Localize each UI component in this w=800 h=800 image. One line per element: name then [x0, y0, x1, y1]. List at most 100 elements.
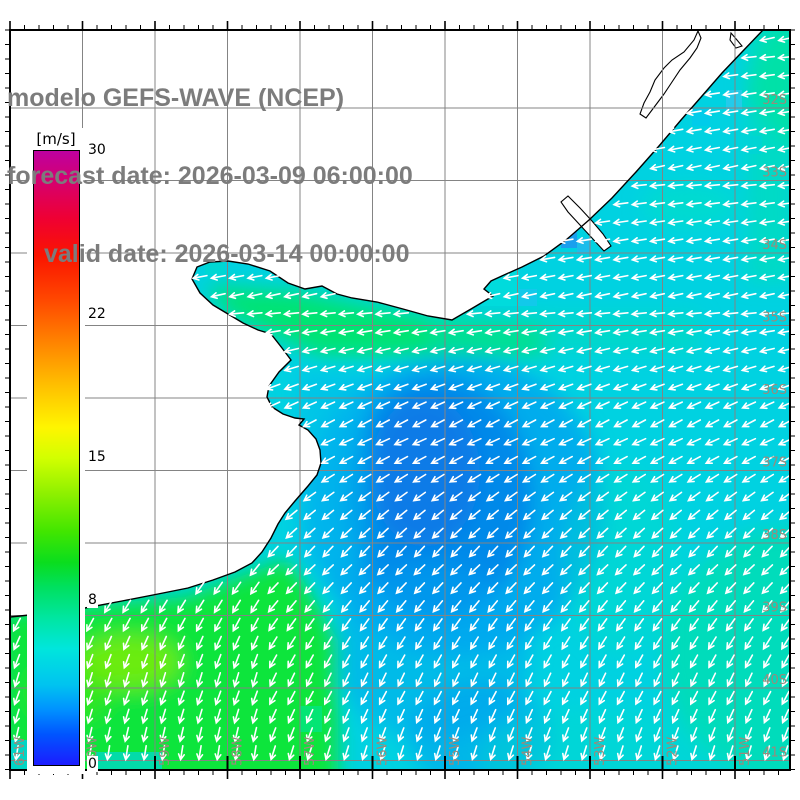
wind-arrow: [452, 708, 460, 725]
wind-arrow: [338, 401, 354, 410]
wind-arrow: [322, 600, 334, 614]
wind-arrow: [393, 383, 409, 391]
wind-arrow: [394, 564, 408, 576]
wind-arrow: [740, 108, 757, 116]
valid-date: valid date: 2026-03-14 00:00:00: [44, 240, 410, 268]
wind-arrow: [706, 600, 718, 614]
wind-arrow: [539, 255, 556, 263]
wind-arrow: [578, 545, 590, 558]
wind-arrow: [671, 690, 680, 706]
wind-arrow: [486, 527, 499, 539]
wind-arrow: [484, 310, 501, 318]
wind-arrow: [140, 599, 150, 614]
wind-arrow: [360, 690, 369, 706]
wind-arrow: [484, 365, 501, 373]
wind-arrow: [141, 672, 149, 688]
wind-arrow: [342, 745, 350, 762]
wind-arrow: [689, 636, 699, 651]
wind-arrow: [724, 582, 737, 595]
wind-arrow: [413, 582, 426, 595]
wind-arrow: [502, 292, 519, 300]
wind-arrow: [505, 582, 517, 595]
wind-arrow: [557, 383, 574, 391]
wind-arrow: [594, 218, 611, 226]
wind-arrow: [374, 328, 391, 336]
colorbar-tick-15: 15: [87, 449, 107, 465]
wind-arrow: [525, 708, 534, 725]
wind-arrow: [431, 509, 445, 521]
wind-arrow: [375, 419, 390, 428]
wind-arrow: [740, 273, 757, 281]
wind-arrow: [558, 455, 573, 464]
wind-arrow: [593, 237, 611, 245]
wind-arrow: [612, 328, 629, 336]
wind-arrow: [338, 437, 354, 446]
wind-arrow: [777, 127, 790, 135]
wind-arrow: [580, 727, 588, 743]
wind-arrow: [777, 72, 790, 80]
wind-arrow: [228, 273, 245, 281]
wind-arrow: [777, 90, 790, 98]
wind-arrow: [411, 419, 427, 428]
wind-arrow: [632, 527, 646, 539]
latitude-label: 40S: [762, 673, 787, 688]
wind-arrows-layer: [12, 35, 790, 762]
wind-arrow: [360, 708, 369, 725]
wind-arrow: [781, 636, 790, 651]
wind-arrow: [707, 636, 717, 651]
wind-arrow: [667, 383, 684, 391]
wind-arrow: [264, 383, 281, 391]
wind-arrow: [378, 672, 387, 688]
wind-arrow: [616, 745, 624, 762]
wind-arrow: [651, 600, 663, 614]
wind-arrow: [488, 690, 497, 706]
wind-arrow: [777, 255, 790, 263]
wind-arrow: [232, 635, 241, 651]
wind-arrow: [488, 727, 497, 743]
wind-arrow: [470, 690, 479, 706]
wind-arrow: [287, 654, 296, 669]
wind-arrow: [685, 182, 702, 190]
wind-arrow: [505, 545, 517, 558]
wind-arrow: [630, 200, 647, 208]
wind-arrow: [653, 745, 661, 762]
wind-arrow: [355, 310, 373, 318]
wind-arrow: [758, 145, 775, 153]
wind-arrow: [763, 745, 771, 762]
wind-arrow: [431, 527, 444, 539]
wind-arrow: [470, 708, 479, 725]
wind-arrow: [524, 618, 535, 632]
wind-arrow: [338, 365, 354, 373]
longitude-label: 61W: [13, 736, 28, 766]
wind-arrow: [614, 509, 628, 521]
latitude-label: 41S: [762, 746, 787, 761]
wind-arrow: [466, 365, 482, 373]
wind-arrow: [648, 218, 666, 226]
wind-arrow: [649, 346, 666, 354]
wind-arrow: [507, 727, 515, 743]
wind-arrow: [356, 328, 373, 336]
wind-arrow: [612, 237, 629, 245]
wind-arrow: [542, 618, 553, 632]
wind-arrow: [466, 455, 482, 464]
wind-arrow: [685, 292, 702, 300]
wind-arrow: [141, 745, 149, 762]
wind-arrow: [159, 745, 167, 762]
wind-arrow: [594, 455, 610, 464]
wind-arrow: [357, 473, 372, 483]
wind-arrow: [283, 365, 299, 373]
wind-arrow: [523, 600, 535, 614]
wind-arrow: [561, 636, 571, 651]
wind-arrow: [488, 745, 496, 762]
wind-arrow: [340, 600, 352, 614]
wind-arrow: [267, 600, 279, 614]
wind-arrow: [722, 237, 739, 245]
wind-arrow: [447, 328, 464, 336]
wind-arrow: [122, 708, 130, 725]
wind-arrow: [488, 654, 497, 669]
wind-arrow: [287, 690, 296, 706]
wind-arrow: [213, 581, 224, 596]
wind-arrow: [706, 582, 718, 595]
wind-arrow: [338, 419, 354, 428]
wind-arrow: [397, 745, 405, 762]
